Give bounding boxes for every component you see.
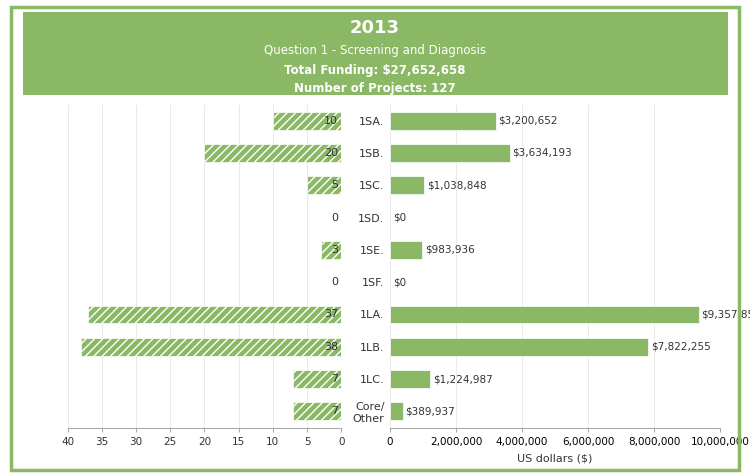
Text: Number of Projects: 127: Number of Projects: 127 xyxy=(294,82,456,95)
Text: Question 1 - Screening and Diagnosis: Question 1 - Screening and Diagnosis xyxy=(264,44,486,57)
Text: 38: 38 xyxy=(324,342,338,352)
Bar xyxy=(390,338,648,356)
Text: $389,937: $389,937 xyxy=(406,406,455,417)
Bar xyxy=(273,112,341,130)
Bar xyxy=(390,112,496,130)
Bar xyxy=(390,176,424,194)
Bar xyxy=(204,144,341,162)
Bar xyxy=(307,176,341,194)
Bar xyxy=(321,241,341,259)
Text: Total Funding: $27,652,658: Total Funding: $27,652,658 xyxy=(284,64,466,76)
Bar xyxy=(390,144,510,162)
Text: 37: 37 xyxy=(324,309,338,320)
Text: $0: $0 xyxy=(393,212,406,223)
Text: $1,224,987: $1,224,987 xyxy=(433,374,493,384)
Text: $1,038,848: $1,038,848 xyxy=(427,180,487,190)
Text: 0: 0 xyxy=(331,277,338,287)
Text: $3,200,652: $3,200,652 xyxy=(498,115,558,126)
Bar xyxy=(293,402,341,420)
Text: 5: 5 xyxy=(331,180,338,190)
X-axis label: US dollars ($): US dollars ($) xyxy=(518,454,593,464)
Bar xyxy=(390,305,699,323)
Text: $9,357,851: $9,357,851 xyxy=(701,309,750,320)
Text: $0: $0 xyxy=(393,277,406,287)
Text: 20: 20 xyxy=(324,148,338,158)
Bar xyxy=(88,305,341,323)
Text: $983,936: $983,936 xyxy=(425,245,475,255)
Text: $7,822,255: $7,822,255 xyxy=(651,342,710,352)
Bar xyxy=(390,370,430,388)
Text: Project Count: Project Count xyxy=(163,80,246,93)
Text: Funding by Objective: Funding by Objective xyxy=(481,80,629,93)
Text: 2013: 2013 xyxy=(350,19,400,38)
Text: 0: 0 xyxy=(331,212,338,223)
Bar xyxy=(390,402,403,420)
Text: 7: 7 xyxy=(331,406,338,417)
Text: $3,634,193: $3,634,193 xyxy=(512,148,572,158)
Text: 3: 3 xyxy=(331,245,338,255)
Bar xyxy=(81,338,341,356)
Text: 7: 7 xyxy=(331,374,338,384)
Bar xyxy=(293,370,341,388)
Text: 10: 10 xyxy=(324,115,338,126)
Bar xyxy=(390,241,422,259)
